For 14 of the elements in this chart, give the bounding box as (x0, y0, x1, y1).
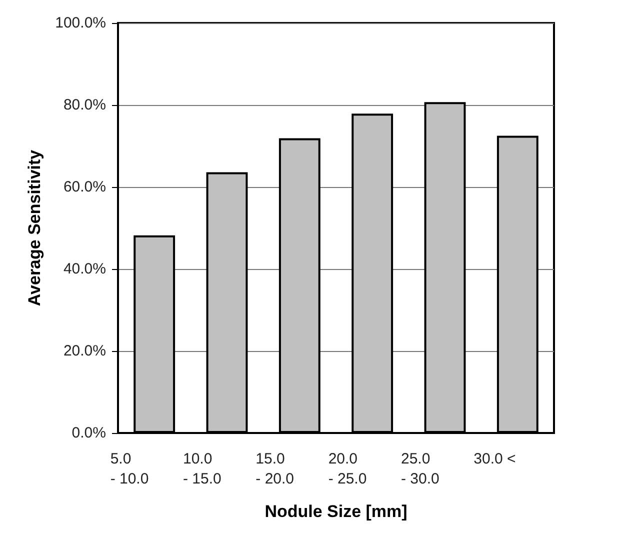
y-tick-label: 20.0% (63, 342, 106, 360)
x-tick-label: 10.0 - 15.0 (183, 450, 222, 488)
y-axis-title: Average Sensitivity (25, 149, 44, 306)
y-tick-label: 100.0% (55, 14, 106, 32)
x-tick-label: 15.0 - 20.0 (256, 450, 294, 488)
y-tick-label: 40.0% (63, 260, 106, 278)
x-tick-label: 5.0 - 10.0 (110, 450, 149, 488)
x-tick-label: 20.0 - 25.0 (328, 450, 367, 488)
x-tick-label: 30.0 < (474, 450, 516, 468)
y-tick-label: 0.0% (72, 424, 106, 442)
y-tick-label: 60.0% (63, 178, 106, 196)
x-axis-title: Nodule Size [mm] (264, 502, 408, 521)
y-tick-label: 80.0% (63, 96, 106, 114)
x-tick-label: 25.0 - 30.0 (401, 450, 440, 488)
